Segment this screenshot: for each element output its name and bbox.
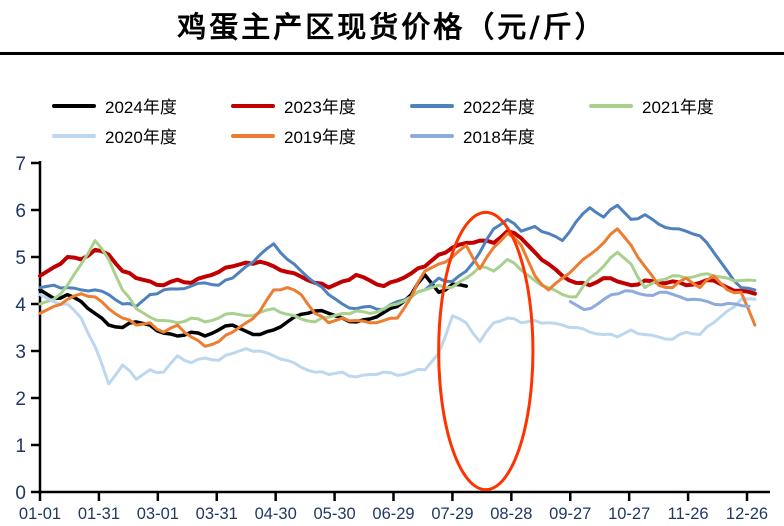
y-tick-label: 2 — [15, 389, 26, 410]
y-tick-label: 0 — [15, 483, 26, 504]
series-line-2021 — [38, 239, 757, 325]
series-line-2019 — [38, 227, 757, 348]
legend-item-2022: 2022年度 — [410, 93, 535, 118]
legend-item-2019: 2019年度 — [231, 123, 356, 148]
y-tick-label: 6 — [15, 201, 26, 222]
y-tick-label: 1 — [15, 436, 26, 457]
legend-swatch-icon — [410, 133, 454, 138]
legend-label: 2018年度 — [463, 128, 535, 147]
x-tick-label: 06-29 — [372, 505, 414, 523]
x-tick-label: 07-29 — [431, 505, 473, 523]
legend-swatch-icon — [231, 133, 275, 138]
y-tick-label: 4 — [15, 295, 26, 316]
legend-swatch-icon — [410, 103, 454, 108]
x-tick-label: 01-31 — [78, 505, 120, 523]
legend: 2024年度 2023年度 2022年度 2021年度 2020年度 2019年度 2018… — [0, 0, 784, 150]
series-line-2018 — [568, 289, 751, 312]
x-tick-label: 08-28 — [490, 505, 532, 523]
x-tick-label: 04-30 — [255, 505, 297, 523]
legend-item-2021: 2021年度 — [589, 93, 714, 118]
x-tick-label: 03-01 — [137, 505, 179, 523]
x-tick-label: 12-26 — [726, 505, 768, 523]
legend-swatch-icon — [52, 103, 96, 108]
legend-item-2023: 2023年度 — [231, 93, 356, 118]
x-tick-label: 03-31 — [196, 505, 238, 523]
legend-label: 2024年度 — [105, 98, 177, 117]
legend-item-2018: 2018年度 — [410, 123, 535, 148]
legend-label: 2019年度 — [284, 128, 356, 147]
x-tick-label: 09-27 — [549, 505, 591, 523]
legend-item-2020: 2020年度 — [52, 123, 177, 148]
legend-item-2024: 2024年度 — [52, 93, 177, 118]
y-tick-label: 7 — [15, 154, 26, 175]
x-tick-label: 05-30 — [313, 505, 355, 523]
legend-label: 2021年度 — [642, 98, 714, 117]
y-tick-label: 5 — [15, 248, 26, 269]
x-tick-label: 11-26 — [668, 505, 709, 523]
series-line-2024 — [38, 273, 468, 338]
y-tick-label: 3 — [15, 342, 26, 363]
legend-swatch-icon — [52, 133, 96, 138]
x-tick-label: 01-01 — [19, 505, 61, 523]
legend-label: 2020年度 — [105, 128, 177, 147]
series-line-2022 — [38, 203, 757, 312]
series-line-2023 — [38, 229, 757, 296]
title-divider — [0, 52, 784, 55]
series-line-2020 — [38, 293, 757, 386]
highlight-ellipse — [437, 210, 535, 492]
legend-swatch-icon — [231, 103, 275, 108]
x-tick-label: 10-27 — [608, 505, 650, 523]
legend-label: 2022年度 — [463, 98, 535, 117]
legend-swatch-icon — [589, 103, 633, 108]
legend-label: 2023年度 — [284, 98, 356, 117]
page-title: 鸡蛋主产区现货价格（元/斤） — [177, 10, 607, 44]
